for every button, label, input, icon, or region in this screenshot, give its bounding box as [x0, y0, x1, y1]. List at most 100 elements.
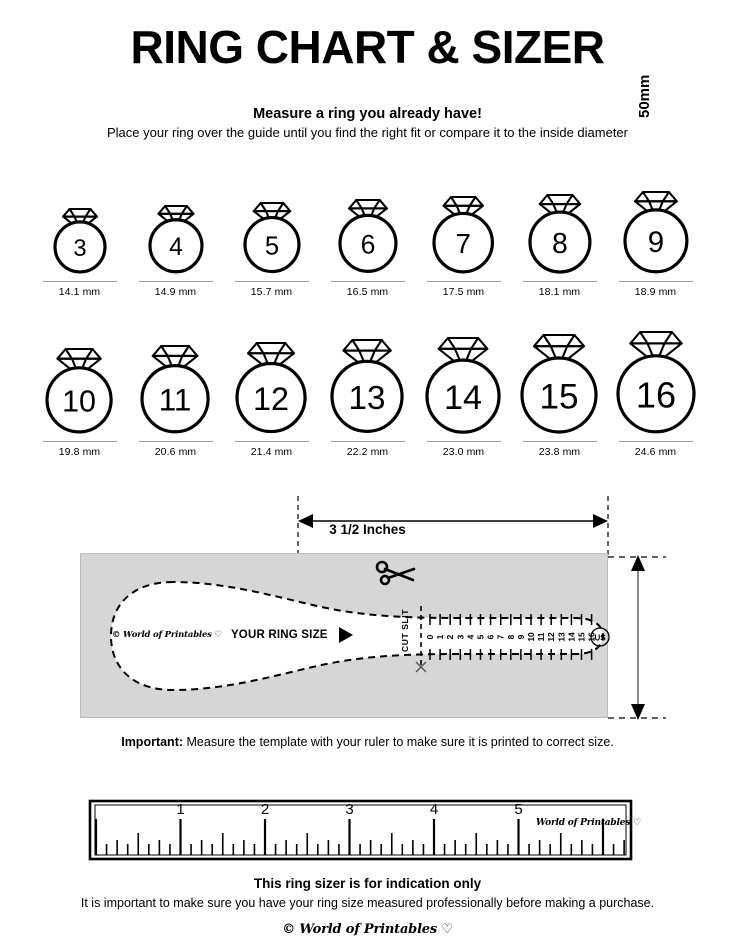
diameter-underline [42, 280, 117, 282]
ring-size-cell[interactable]: 4 14.9 mm [128, 192, 224, 298]
ring-size-cell[interactable]: 14 23.0 mm [416, 324, 512, 458]
subtitle-instruction: Place your ring over the guide until you… [106, 125, 628, 140]
ruler-graphic: 1 2 3 4 5 [88, 799, 633, 861]
svg-text:US: US [594, 634, 606, 643]
your-ring-size-label: YOUR RING SIZE [230, 629, 328, 641]
sizer-scale-number: 6 [486, 634, 496, 639]
ring-size-cell[interactable]: 9 18.9 mm [608, 178, 704, 298]
ring-size-cell[interactable]: 6 16.5 mm [320, 186, 416, 298]
ring-icon[interactable]: 10 [42, 335, 116, 436]
height-dimension-arrow [608, 555, 666, 720]
diameter-underline [330, 280, 405, 282]
sizer-scale-number: 11 [536, 632, 546, 641]
ring-diameter-label: 19.8 mm [58, 445, 101, 458]
ring-size-row-1: 3 14.1 mm 4 14.9 mm 5 15.7 mm 6 16.5 mm 7 17.5 mm… [0, 178, 735, 298]
footer-text: It is important to make sure you have yo… [80, 896, 655, 910]
sizer-scale-number: 9 [516, 634, 526, 639]
important-note-text: Measure the template with your ruler to … [183, 735, 614, 749]
ring-size-cell[interactable]: 13 22.2 mm [320, 326, 416, 458]
ring-size-cell[interactable]: 12 21.4 mm [224, 329, 320, 458]
ring-size-cell[interactable]: 7 17.5 mm [416, 183, 512, 298]
sizer-scale-number: 15 [577, 632, 587, 642]
width-dimension-label: 3 1/2 Inches [329, 522, 406, 537]
ring-diameter-label: 24.6 mm [634, 445, 677, 458]
ruler-inch-label: 1 [176, 801, 184, 818]
ring-size-number: 8 [552, 228, 568, 260]
sizer-tongue-outline [109, 580, 605, 692]
ring-diameter-label: 18.9 mm [634, 285, 677, 298]
ring-icon[interactable]: 7 [429, 183, 497, 276]
ring-size-number: 16 [635, 374, 675, 415]
important-note: Important: Measure the template with you… [0, 735, 735, 749]
ring-size-cell[interactable]: 8 18.1 mm [512, 181, 608, 298]
ring-size-number: 11 [159, 383, 192, 418]
ring-diameter-label: 18.1 mm [538, 285, 581, 298]
diameter-underline [42, 440, 117, 442]
ring-diameter-label: 14.1 mm [58, 285, 101, 298]
ring-icon[interactable]: 13 [327, 326, 407, 435]
sizer-scale-number: 8 [506, 634, 516, 639]
ring-icon[interactable]: 15 [517, 321, 601, 436]
ring-icon[interactable]: 8 [525, 181, 595, 276]
ruler-inch-label: 5 [514, 801, 522, 818]
sizer-scale-number: 1 [435, 634, 445, 639]
ring-icon[interactable]: 3 [50, 195, 110, 276]
ring-icon[interactable]: 12 [232, 329, 310, 436]
ring-icon[interactable]: 5 [240, 189, 304, 276]
ruler-inch-label: 4 [430, 801, 438, 818]
ring-icon[interactable]: 16 [613, 318, 699, 436]
diameter-underline [234, 280, 309, 282]
ring-size-cell[interactable]: 3 14.1 mm [32, 195, 128, 298]
diameter-underline [234, 440, 309, 442]
ring-size-cell[interactable]: 16 24.6 mm [608, 318, 704, 458]
ring-size-number: 5 [264, 233, 278, 261]
ring-icon[interactable]: 6 [335, 186, 401, 275]
pointer-triangle-icon [338, 627, 353, 643]
sizer-scale-number: 4 [465, 634, 475, 639]
ring-size-number: 7 [456, 228, 471, 259]
ring-size-number: 13 [349, 380, 386, 417]
ruler-inch-label: 3 [345, 801, 353, 818]
ring-size-cell[interactable]: 5 15.7 mm [224, 189, 320, 298]
ring-size-number: 6 [360, 230, 375, 260]
page-title: RING CHART & SIZER [130, 21, 606, 73]
diameter-underline [426, 440, 501, 442]
ring-size-number: 10 [63, 384, 97, 418]
sizer-scale-number: 14 [566, 632, 576, 642]
sizer-scale-number: 2 [445, 634, 455, 639]
ring-size-cell[interactable]: 10 19.8 mm [32, 335, 128, 458]
ring-diameter-label: 16.5 mm [346, 285, 389, 298]
ring-size-cell[interactable]: 15 23.8 mm [512, 321, 608, 458]
ring-size-number: 9 [647, 226, 663, 259]
ring-size-number: 3 [73, 236, 86, 262]
ring-icon[interactable]: 9 [620, 178, 692, 276]
ring-size-row-2: 10 19.8 mm 11 20.6 mm 12 21.4 mm 13 22.2 mm 14 23… [0, 318, 735, 458]
scissors-icon [375, 560, 416, 586]
ring-diameter-label: 21.4 mm [250, 445, 293, 458]
ring-size-number: 15 [540, 377, 579, 416]
sizer-scale-number: 12 [546, 632, 556, 642]
ring-diameter-label: 15.7 mm [250, 285, 293, 298]
ring-diameter-label: 20.6 mm [154, 445, 197, 458]
ring-icon[interactable]: 11 [137, 332, 213, 436]
diameter-underline [522, 280, 597, 282]
sizer-scale-number: 3 [455, 634, 465, 639]
tongue-inner-labels: © World of Printables ♡ YOUR RING SIZE [112, 625, 355, 645]
ring-diameter-label: 22.2 mm [346, 445, 389, 458]
ring-diameter-label: 17.5 mm [442, 285, 485, 298]
ring-diameter-label: 14.9 mm [154, 285, 197, 298]
ring-icon[interactable]: 14 [422, 324, 504, 436]
ring-diameter-label: 23.0 mm [442, 445, 485, 458]
ring-sizer-template: 3 1/2 Inches 0 1 2 3 4 5 6 7 8 9 10 11 12 13 14 15 16 US [0, 496, 735, 731]
diameter-underline [426, 280, 501, 282]
ring-size-cell[interactable]: 11 20.6 mm [128, 332, 224, 458]
subtitle-heading: Measure a ring you already have! [253, 106, 482, 122]
sizer-scale-number: 0 [425, 634, 435, 639]
important-note-prefix: Important: [121, 735, 184, 749]
ring-size-number: 4 [169, 234, 183, 261]
brand-inline-label: © World of Printables ♡ [112, 630, 222, 640]
sizer-scale-number: 7 [496, 634, 506, 639]
diameter-underline [330, 440, 405, 442]
ring-icon[interactable]: 4 [145, 192, 207, 276]
ring-diameter-label: 23.8 mm [538, 445, 581, 458]
